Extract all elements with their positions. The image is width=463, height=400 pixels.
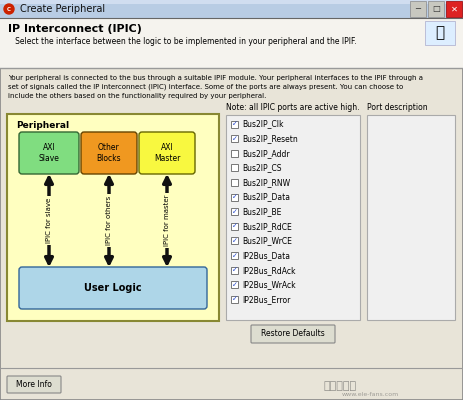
Text: ✓: ✓ — [232, 209, 238, 215]
Text: −: − — [414, 4, 421, 14]
FancyBboxPatch shape — [231, 120, 238, 128]
FancyBboxPatch shape — [231, 281, 238, 288]
Text: ✓: ✓ — [232, 194, 238, 200]
Text: IPIC for slave: IPIC for slave — [46, 198, 52, 243]
FancyBboxPatch shape — [231, 135, 238, 142]
Text: Peripheral: Peripheral — [16, 122, 69, 130]
Text: Other
Blocks: Other Blocks — [97, 143, 121, 163]
FancyBboxPatch shape — [231, 267, 238, 274]
FancyBboxPatch shape — [231, 164, 238, 171]
Text: ✓: ✓ — [232, 223, 238, 229]
Text: Port description: Port description — [367, 104, 428, 112]
Text: User Logic: User Logic — [84, 283, 142, 293]
Text: include the others based on the functionality required by your peripheral.: include the others based on the function… — [8, 93, 266, 99]
FancyBboxPatch shape — [7, 114, 219, 321]
FancyBboxPatch shape — [231, 208, 238, 215]
Text: Bus2IP_Addr: Bus2IP_Addr — [242, 149, 290, 158]
FancyBboxPatch shape — [81, 132, 137, 174]
FancyBboxPatch shape — [231, 179, 238, 186]
Text: IP2Bus_RdAck: IP2Bus_RdAck — [242, 266, 295, 275]
FancyBboxPatch shape — [19, 267, 207, 309]
FancyBboxPatch shape — [425, 21, 455, 45]
Text: IPIC for others: IPIC for others — [106, 196, 112, 245]
Text: IP Interconnect (IPIC): IP Interconnect (IPIC) — [8, 24, 142, 34]
Text: set of signals called the IP interconnect (IPIC) interface. Some of the ports ar: set of signals called the IP interconnec… — [8, 84, 403, 90]
FancyBboxPatch shape — [251, 325, 335, 343]
Text: IP2Bus_WrAck: IP2Bus_WrAck — [242, 280, 295, 289]
Text: Bus2IP_CS: Bus2IP_CS — [242, 163, 282, 172]
Text: ✓: ✓ — [232, 252, 238, 258]
FancyBboxPatch shape — [7, 376, 61, 393]
FancyBboxPatch shape — [446, 1, 462, 17]
Text: ✓: ✓ — [232, 136, 238, 142]
FancyBboxPatch shape — [231, 150, 238, 157]
FancyBboxPatch shape — [410, 1, 426, 17]
Text: ✓: ✓ — [232, 121, 238, 127]
FancyBboxPatch shape — [428, 1, 444, 17]
FancyBboxPatch shape — [367, 115, 455, 320]
Text: Bus2IP_RNW: Bus2IP_RNW — [242, 178, 290, 187]
Circle shape — [4, 4, 14, 14]
Text: ✓: ✓ — [232, 267, 238, 273]
FancyBboxPatch shape — [231, 252, 238, 259]
Text: AXI
Master: AXI Master — [154, 143, 180, 163]
Text: ✓: ✓ — [232, 282, 238, 288]
Text: ✕: ✕ — [450, 4, 457, 14]
Text: Bus2IP_Data: Bus2IP_Data — [242, 192, 290, 202]
Text: IP2Bus_Data: IP2Bus_Data — [242, 251, 290, 260]
FancyBboxPatch shape — [19, 132, 79, 174]
Text: Bus2IP_Resetn: Bus2IP_Resetn — [242, 134, 298, 143]
Text: IP2Bus_Error: IP2Bus_Error — [242, 295, 290, 304]
Text: AXI
Slave: AXI Slave — [38, 143, 59, 163]
Text: Bus2IP_Clk: Bus2IP_Clk — [242, 120, 283, 128]
Text: Bus2IP_BE: Bus2IP_BE — [242, 207, 282, 216]
Text: www.ele-fans.com: www.ele-fans.com — [341, 392, 399, 398]
Text: Create Peripheral: Create Peripheral — [20, 4, 105, 14]
FancyBboxPatch shape — [231, 223, 238, 230]
Text: More Info: More Info — [16, 380, 52, 389]
FancyBboxPatch shape — [231, 238, 238, 244]
Text: □: □ — [432, 4, 440, 14]
Text: IPIC for master: IPIC for master — [164, 195, 170, 246]
Text: ✋: ✋ — [435, 26, 444, 40]
Text: 电子发烧友: 电子发烧友 — [324, 381, 357, 391]
FancyBboxPatch shape — [226, 115, 360, 320]
FancyBboxPatch shape — [0, 0, 463, 18]
Text: Bus2IP_WrCE: Bus2IP_WrCE — [242, 236, 292, 246]
Text: Note: all IPIC ports are active high.: Note: all IPIC ports are active high. — [226, 104, 359, 112]
FancyBboxPatch shape — [0, 0, 463, 4]
Text: Restore Defaults: Restore Defaults — [261, 330, 325, 338]
FancyBboxPatch shape — [231, 296, 238, 303]
FancyBboxPatch shape — [231, 194, 238, 200]
Text: Select the interface between the logic to be implemented in your peripheral and : Select the interface between the logic t… — [8, 38, 357, 46]
Text: ✓: ✓ — [232, 296, 238, 302]
Text: Bus2IP_RdCE: Bus2IP_RdCE — [242, 222, 292, 231]
Text: Your peripheral is connected to the bus through a suitable IPIF module. Your per: Your peripheral is connected to the bus … — [8, 75, 423, 81]
Text: ✓: ✓ — [232, 238, 238, 244]
Text: C: C — [7, 7, 11, 12]
FancyBboxPatch shape — [139, 132, 195, 174]
FancyBboxPatch shape — [0, 18, 463, 68]
